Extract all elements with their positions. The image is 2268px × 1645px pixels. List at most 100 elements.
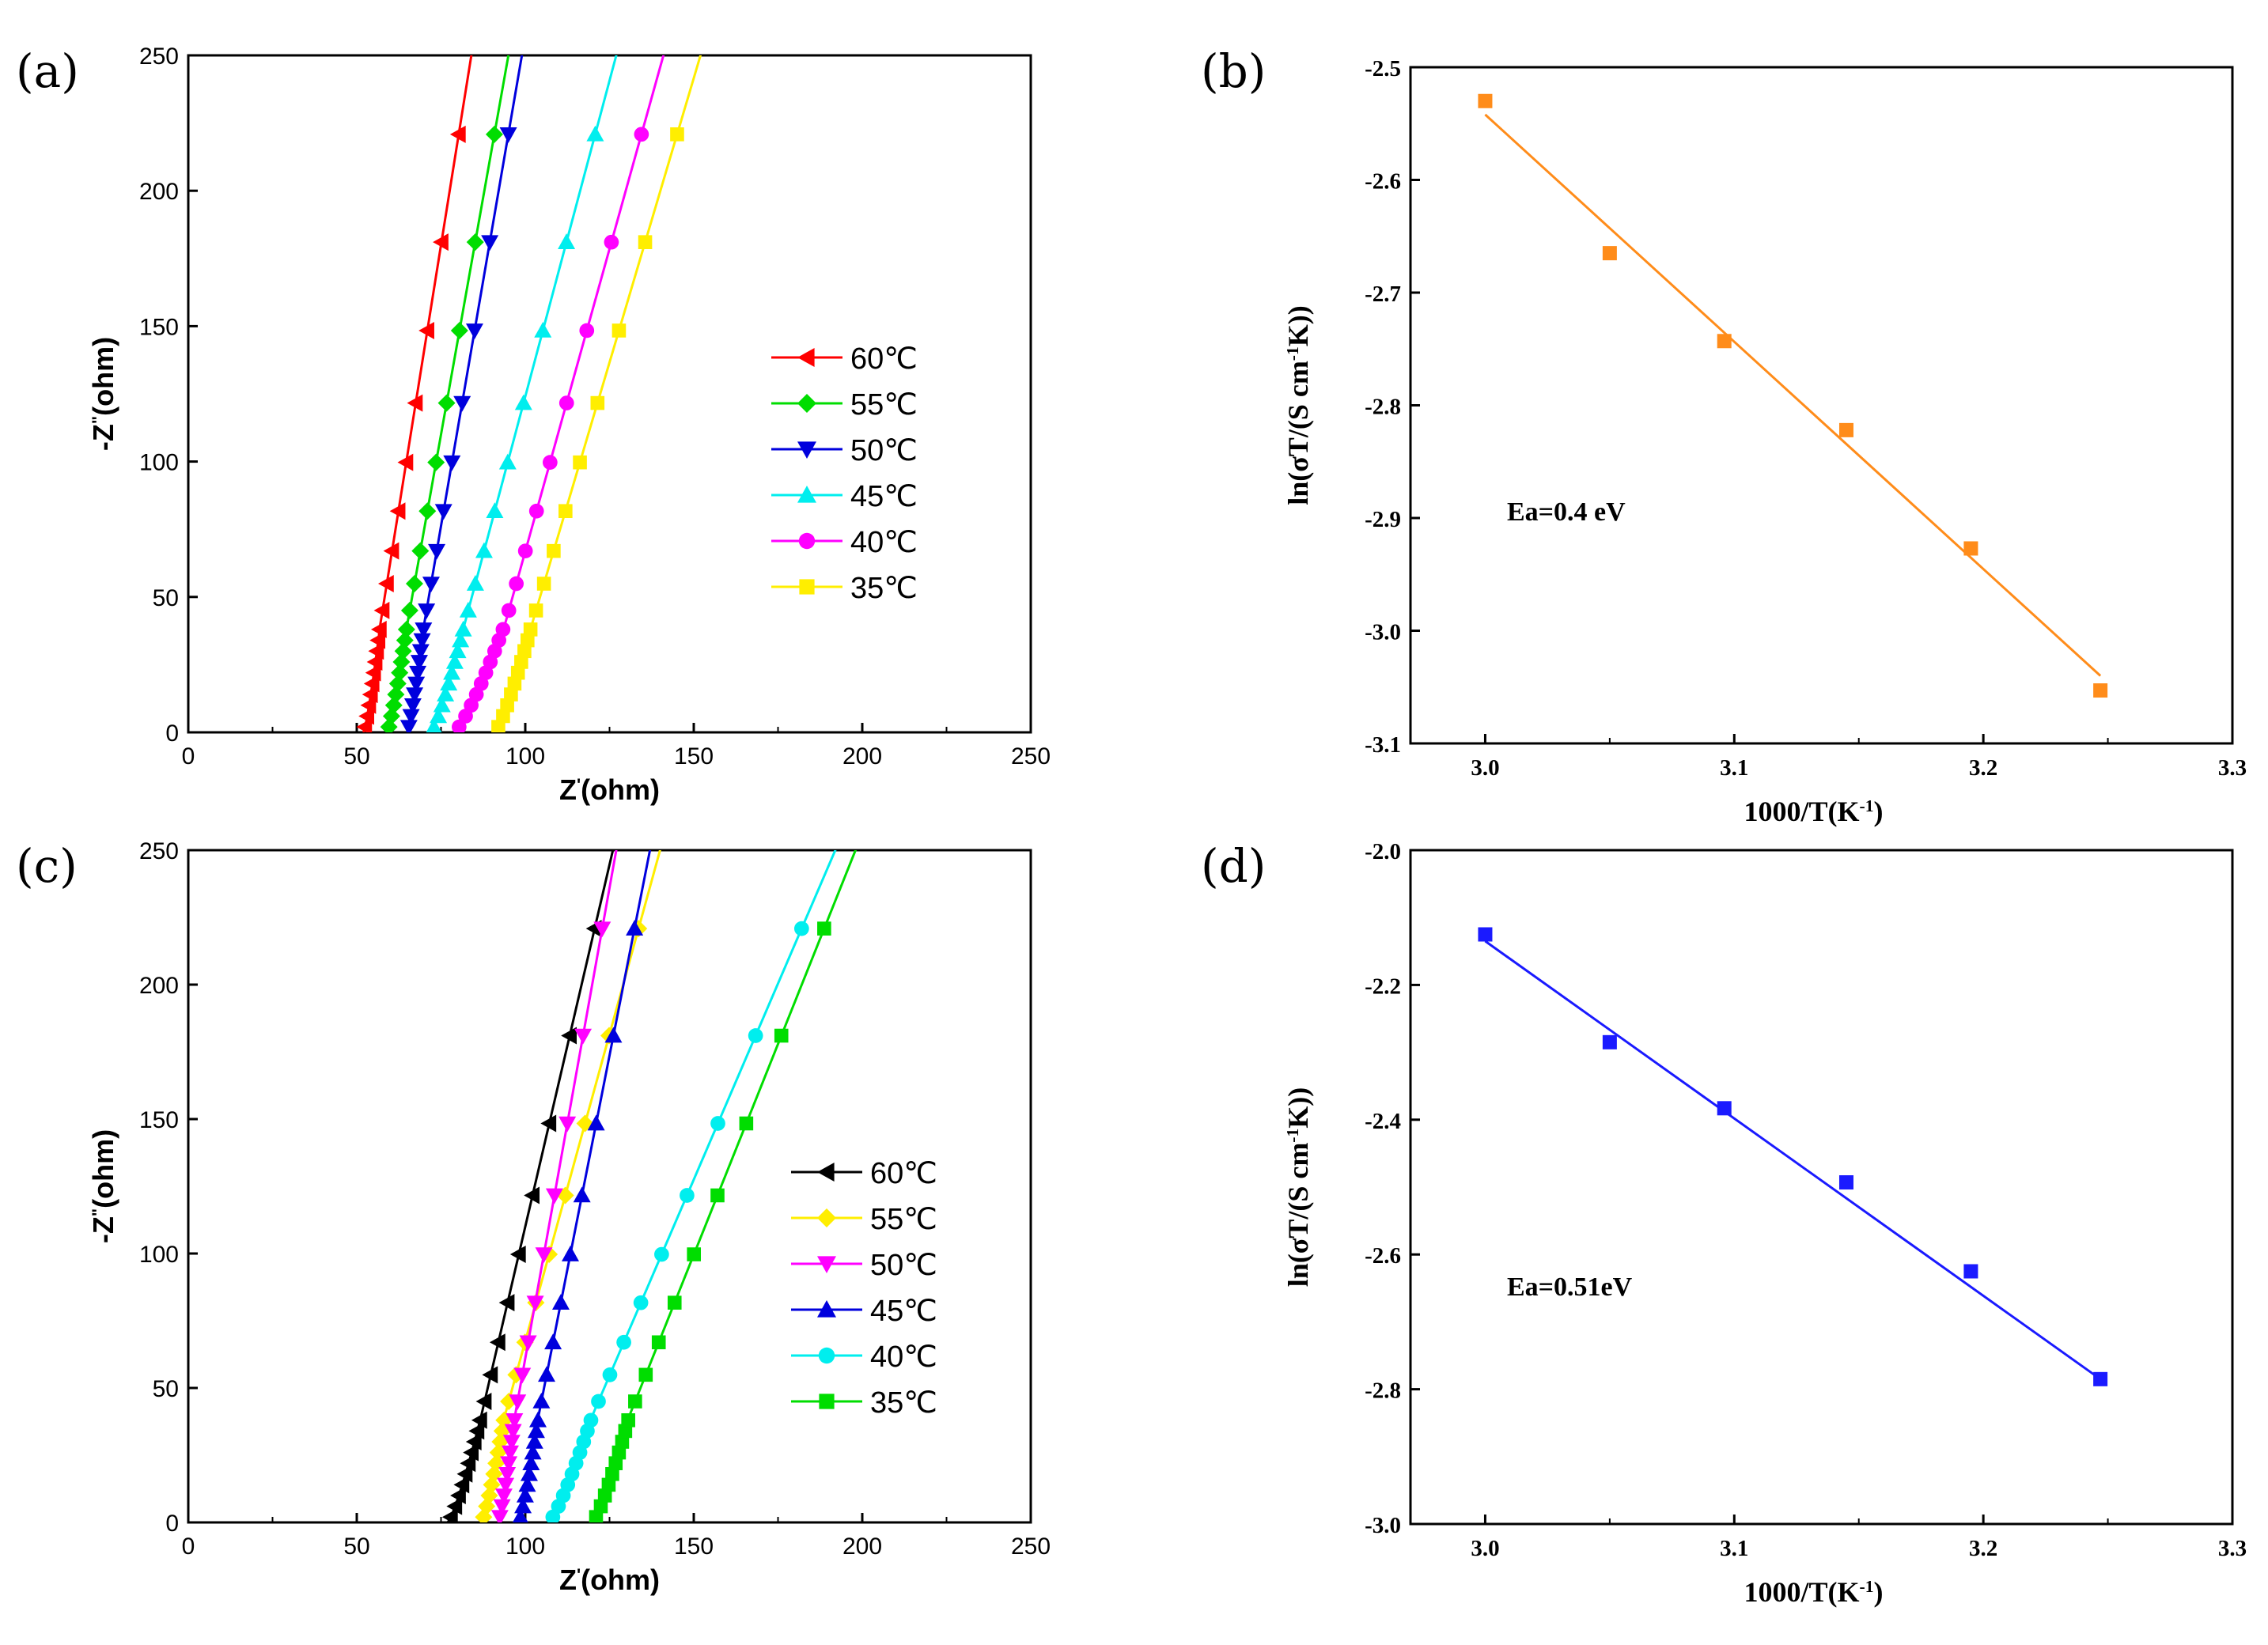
legend-entry: 60℃ bbox=[870, 1157, 937, 1190]
data-point bbox=[443, 664, 461, 680]
panel-label: (d) bbox=[1201, 839, 1266, 893]
data-point bbox=[628, 1394, 642, 1409]
data-point bbox=[573, 455, 587, 470]
data-point bbox=[739, 1116, 754, 1131]
y-tick-label: -2.6 bbox=[1365, 1243, 1401, 1269]
data-point bbox=[514, 394, 532, 410]
legend-marker bbox=[797, 394, 816, 413]
data-point bbox=[489, 1333, 505, 1352]
y-tick-label: -3.1 bbox=[1365, 732, 1401, 758]
data-point bbox=[574, 1028, 593, 1045]
data-point bbox=[547, 543, 561, 558]
data-point bbox=[680, 1188, 695, 1203]
data-point bbox=[526, 1295, 544, 1312]
panel-label: (a) bbox=[16, 44, 79, 98]
data-point bbox=[433, 233, 449, 251]
data-point bbox=[558, 1116, 577, 1133]
data-point bbox=[507, 676, 522, 691]
data-point bbox=[356, 718, 373, 732]
x-tick-label: 200 bbox=[842, 1533, 882, 1560]
legend-marker bbox=[798, 532, 816, 550]
y-tick-label: -2.8 bbox=[1365, 1378, 1401, 1404]
y-tick-label: 50 bbox=[153, 1376, 179, 1402]
data-point bbox=[363, 675, 380, 693]
data-point bbox=[654, 1246, 669, 1262]
y-tick-label: -3.0 bbox=[1365, 1513, 1401, 1538]
data-point bbox=[1602, 246, 1617, 261]
x-tick-label: 3.2 bbox=[1969, 755, 1997, 781]
data-point bbox=[468, 1422, 485, 1440]
data-point bbox=[638, 1367, 653, 1382]
legend-entry: 35℃ bbox=[870, 1386, 937, 1420]
data-point bbox=[710, 1188, 725, 1203]
y-tick-label: 0 bbox=[165, 1511, 179, 1537]
data-point bbox=[558, 395, 574, 410]
y-axis-label: ln(σT/(S cm-1K)) bbox=[1282, 305, 1314, 505]
y-tick-label: -2.7 bbox=[1365, 282, 1401, 307]
x-tick-label: 100 bbox=[505, 1533, 545, 1560]
series-line bbox=[547, 850, 837, 1522]
data-point bbox=[774, 1028, 789, 1043]
data-point bbox=[529, 1411, 547, 1428]
data-point bbox=[1478, 927, 1493, 942]
legend-marker bbox=[817, 1300, 836, 1318]
data-point bbox=[527, 1422, 545, 1439]
data-point bbox=[443, 455, 461, 471]
data-point bbox=[388, 675, 407, 693]
data-point bbox=[1838, 422, 1853, 437]
data-point bbox=[411, 542, 430, 560]
legend-marker bbox=[817, 1163, 835, 1182]
data-point bbox=[638, 235, 653, 249]
data-point bbox=[466, 233, 484, 251]
data-point bbox=[400, 601, 418, 619]
data-point bbox=[514, 655, 528, 669]
plot-frame bbox=[1409, 849, 2234, 1526]
data-point bbox=[402, 709, 420, 725]
data-point bbox=[481, 235, 499, 251]
data-point bbox=[407, 394, 423, 412]
data-point bbox=[2093, 683, 2108, 698]
y-tick-label: -2.2 bbox=[1365, 974, 1401, 999]
data-point bbox=[591, 1394, 606, 1409]
data-point bbox=[587, 1114, 605, 1131]
data-point bbox=[524, 1186, 540, 1204]
data-point bbox=[1838, 1175, 1853, 1190]
data-point bbox=[475, 1393, 492, 1410]
series-group bbox=[356, 55, 702, 732]
data-point bbox=[366, 652, 383, 671]
data-point bbox=[440, 675, 458, 691]
data-point bbox=[392, 652, 411, 671]
data-point bbox=[513, 1367, 532, 1384]
data-point bbox=[460, 1454, 476, 1473]
x-tick-label: 3.1 bbox=[1720, 755, 1748, 781]
data-point bbox=[433, 696, 451, 713]
legend-entry: 45℃ bbox=[870, 1295, 937, 1328]
y-tick-label: 50 bbox=[153, 585, 179, 611]
data-point bbox=[586, 125, 604, 142]
legend-marker bbox=[797, 486, 816, 503]
data-point bbox=[593, 921, 611, 938]
legend-entry: 55℃ bbox=[870, 1203, 937, 1236]
data-point bbox=[490, 1510, 509, 1522]
data-point bbox=[452, 631, 470, 648]
data-point bbox=[558, 233, 576, 249]
y-tick-label: -3.0 bbox=[1365, 620, 1401, 645]
data-point bbox=[437, 394, 456, 412]
x-axis-label: Z'(ohm) bbox=[559, 773, 660, 806]
data-point bbox=[504, 1424, 522, 1440]
data-point bbox=[710, 1116, 725, 1131]
series-group bbox=[441, 850, 858, 1522]
data-point bbox=[634, 127, 649, 142]
data-point bbox=[604, 234, 619, 250]
data-point bbox=[1963, 541, 1978, 556]
panel-b: (b) 3.0 3.1 3.2 3.3 -2.5 -2.6 -2.7 -2.8 -2.9 -3.0 -… bbox=[1201, 44, 2247, 827]
data-point bbox=[450, 321, 468, 339]
data-point bbox=[517, 644, 532, 659]
data-point bbox=[430, 707, 448, 724]
data-point bbox=[2093, 1371, 2108, 1386]
data-point bbox=[465, 1433, 482, 1450]
x-tick-label: 250 bbox=[1011, 743, 1051, 770]
data-point bbox=[535, 1247, 553, 1264]
data-point bbox=[611, 1445, 627, 1460]
data-point bbox=[579, 323, 595, 338]
